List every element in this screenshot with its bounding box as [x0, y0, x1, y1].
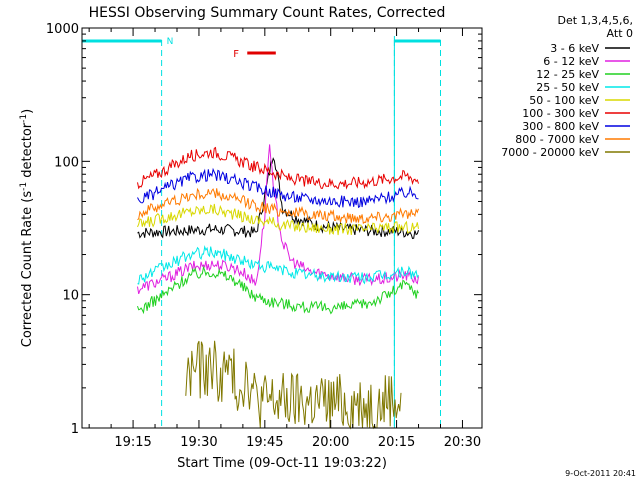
series-line-4: [137, 203, 419, 236]
x-axis: 19:15 19:30 19:45 20:00 20:15 20:30: [88, 28, 481, 450]
series-line-6: [137, 167, 419, 209]
x-tick-label: 20:30: [444, 435, 481, 450]
time-marker-label: N: [167, 37, 174, 47]
series-line-2: [137, 265, 419, 315]
y-axis-label: Corrected Count Rate (s-1 detector-1): [19, 109, 35, 347]
legend-entry-label: 7000 - 20000 keV: [501, 146, 599, 159]
y-tick-label: 100: [54, 155, 79, 170]
legend-entry-label: 12 - 25 keV: [536, 68, 599, 81]
legend-entry-label: 25 - 50 keV: [536, 81, 599, 94]
series-line-7: [137, 187, 419, 225]
legend-entry-label: 3 - 6 keV: [550, 42, 599, 55]
x-tick-label: 19:30: [180, 435, 217, 450]
chart-title: HESSI Observing Summary Count Rates, Cor…: [89, 5, 446, 21]
legend-entry-label: 300 - 800 keV: [522, 120, 599, 133]
series-line-3: [137, 245, 419, 285]
legend-entry-label: 800 - 7000 keV: [515, 133, 599, 146]
y-axis: 1 10 100 1000: [46, 22, 482, 437]
plot-frame: [81, 27, 483, 429]
legend-entry-label: 100 - 300 keV: [522, 107, 599, 120]
series-line-8: [185, 340, 402, 430]
x-tick-label: 20:00: [312, 435, 349, 450]
plot-area: NF: [82, 36, 441, 430]
x-tick-label: 19:15: [114, 435, 151, 450]
footer-timestamp: 9-Oct-2011 20:41: [565, 469, 636, 478]
x-tick-label: 19:45: [246, 435, 283, 450]
legend-header-attenuator: Att 0: [607, 27, 633, 40]
y-tick-label: 10: [62, 289, 79, 304]
flare-bar-label: F: [233, 49, 239, 60]
y-tick-label: 1: [71, 422, 79, 437]
legend-header-detectors: Det 1,3,4,5,6,: [557, 14, 633, 27]
x-axis-label: Start Time (09-Oct-11 19:03:22): [177, 456, 387, 471]
y-tick-label: 1000: [46, 22, 79, 37]
series-line-5: [137, 146, 419, 190]
series-line-0: [137, 157, 419, 240]
x-tick-label: 20:15: [378, 435, 415, 450]
legend-entry-label: 6 - 12 keV: [543, 55, 599, 68]
legend-entry-label: 50 - 100 keV: [529, 94, 599, 107]
